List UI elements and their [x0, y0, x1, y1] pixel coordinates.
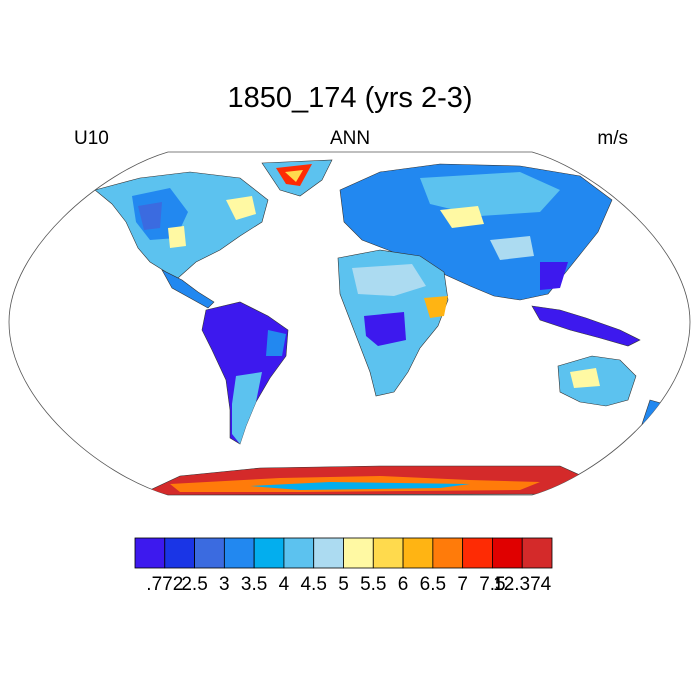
colorbar-swatch — [432, 537, 464, 569]
colorbar-tick-label: 3 — [219, 574, 230, 595]
colorbar-swatch — [521, 537, 553, 569]
greenland-core — [285, 170, 303, 182]
units-label: m/s — [597, 128, 628, 149]
colorbar-swatch — [134, 537, 166, 569]
colorbar-swatch — [164, 537, 195, 569]
colorbar-swatch — [313, 537, 344, 569]
season-label: ANN — [329, 128, 371, 149]
central-america-region — [161, 269, 215, 309]
east-asia-dark — [540, 262, 568, 290]
colorbar-tick-label: 5.5 — [360, 574, 387, 595]
colorbar-swatch — [402, 537, 434, 569]
colorbar-tick-label: 7.5 — [479, 574, 506, 595]
colorbar-swatch — [492, 537, 523, 569]
colorbar-tick-label: 6 — [397, 574, 409, 595]
colorbar-tick-label: 5 — [338, 574, 349, 595]
colorbar-tick-label: .772 — [146, 574, 184, 595]
colorbar-tick-label: 4.5 — [300, 574, 327, 595]
colorbar-swatch — [223, 537, 255, 569]
horn-of-africa — [424, 296, 448, 318]
colorbar-swatch — [194, 537, 225, 569]
north-america-dark — [138, 202, 162, 230]
congo-dark — [364, 312, 406, 346]
tibet-light — [490, 236, 534, 260]
colorbar-tick-label: 6.5 — [419, 574, 447, 595]
colorbar-swatch — [253, 537, 285, 569]
colorbar-tick-label: 2.5 — [181, 574, 208, 595]
plains-yellow — [168, 226, 186, 248]
colorbar-tick-label: 12.374 — [493, 574, 552, 595]
brazil-coast — [266, 330, 286, 356]
antarctica-blue-band — [250, 482, 470, 490]
colorbar-swatch — [343, 537, 374, 569]
hudson-yellow — [226, 196, 256, 220]
australia-yellow — [570, 368, 600, 388]
siberia-light — [420, 172, 560, 216]
colorbar-tick-label: 3.5 — [240, 574, 268, 595]
maritime-continent-region — [531, 305, 641, 347]
plot-title: 1850_174 (yrs 2-3) — [227, 82, 473, 114]
colorbar-tick-label: 7 — [457, 574, 468, 595]
central-asia-yellow — [440, 206, 484, 228]
sahara-light — [352, 264, 426, 296]
colorbar-swatch — [462, 537, 493, 569]
colorbar-tick-label: 4 — [278, 574, 290, 595]
colorbar-swatch — [372, 537, 404, 569]
south-america-south — [232, 372, 262, 444]
colorbar-swatch — [283, 537, 315, 569]
variable-label: U10 — [74, 128, 109, 149]
